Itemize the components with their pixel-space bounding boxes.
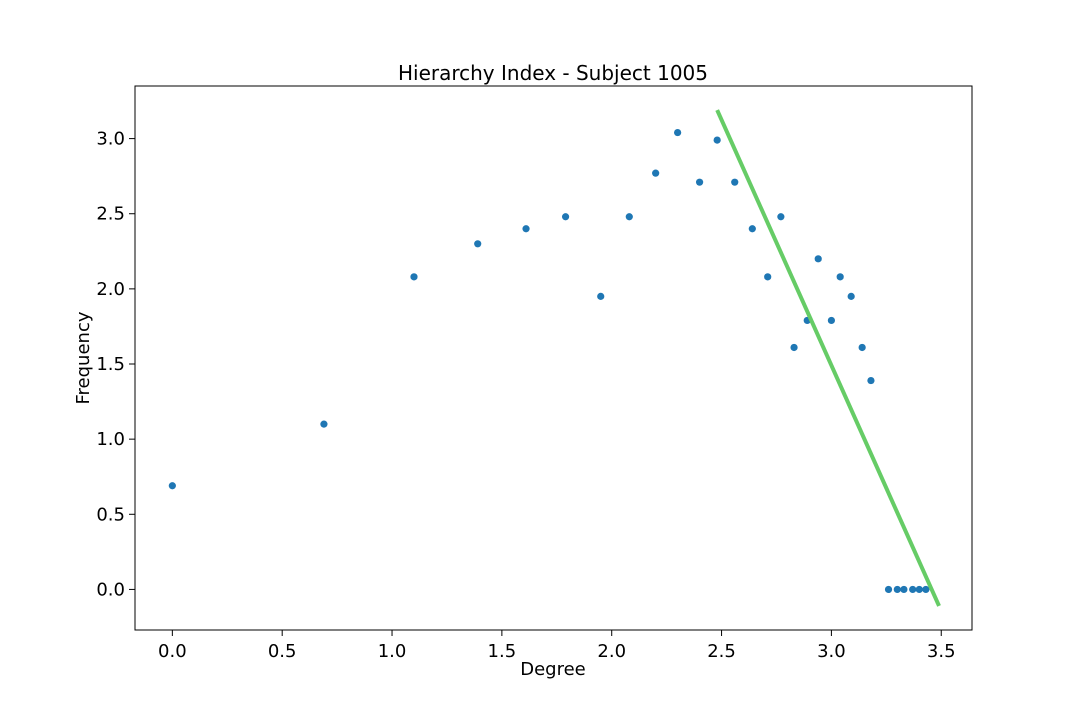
x-tick-label: 0.0 [158,641,187,662]
plot-frame [134,85,973,631]
data-point [652,169,660,177]
data-point [764,273,772,281]
data-point [827,316,836,325]
y-axis: 0.0 0.5 1.0 1.5 2.0 2.5 3.0 [96,129,135,600]
x-tick-label: 3.0 [817,641,846,662]
data-point [909,585,917,594]
x-tick-label: 2.0 [597,641,626,662]
y-tick-label: 1.0 [96,429,125,450]
chart-title: Hierarchy Index - Subject 1005 [398,61,708,85]
data-point [561,213,570,221]
data-point [814,255,822,263]
data-point [474,240,482,248]
x-tick-label: 1.5 [488,641,517,662]
x-axis: 0.0 0.5 1.0 1.5 2.0 2.5 3.0 3.5 [158,630,956,662]
data-point [858,343,866,352]
y-tick-label: 1.5 [96,354,125,375]
data-point [836,273,844,281]
plot-area [168,109,941,607]
data-point [790,343,798,352]
data-point [674,128,682,137]
y-tick-label: 0.0 [96,579,125,600]
data-point [597,292,605,300]
fit-line [715,109,941,607]
data-point [915,585,923,594]
x-axis-label: Degree [520,659,586,680]
y-tick-label: 0.5 [96,504,125,525]
data-point [168,482,176,490]
y-tick-label: 2.0 [96,279,125,300]
x-tick-label: 3.5 [927,641,956,662]
data-point [748,225,756,233]
y-tick-label: 2.5 [96,204,125,225]
data-point [625,213,633,221]
x-tick-label: 0.5 [268,641,297,662]
data-point [695,178,704,186]
y-axis-label: Frequency [73,311,94,404]
data-point [713,136,721,144]
data-point [777,213,785,221]
data-point [320,420,328,428]
x-tick-label: 1.0 [378,641,407,662]
data-point [893,585,901,594]
data-point [922,585,930,594]
data-point [884,585,893,594]
data-point [847,292,855,300]
data-point [731,178,739,186]
data-point [522,225,530,233]
data-point [867,376,875,385]
y-tick-label: 3.0 [96,129,125,150]
x-tick-label: 2.5 [707,641,736,662]
data-point [410,273,418,281]
data-point [900,585,908,594]
